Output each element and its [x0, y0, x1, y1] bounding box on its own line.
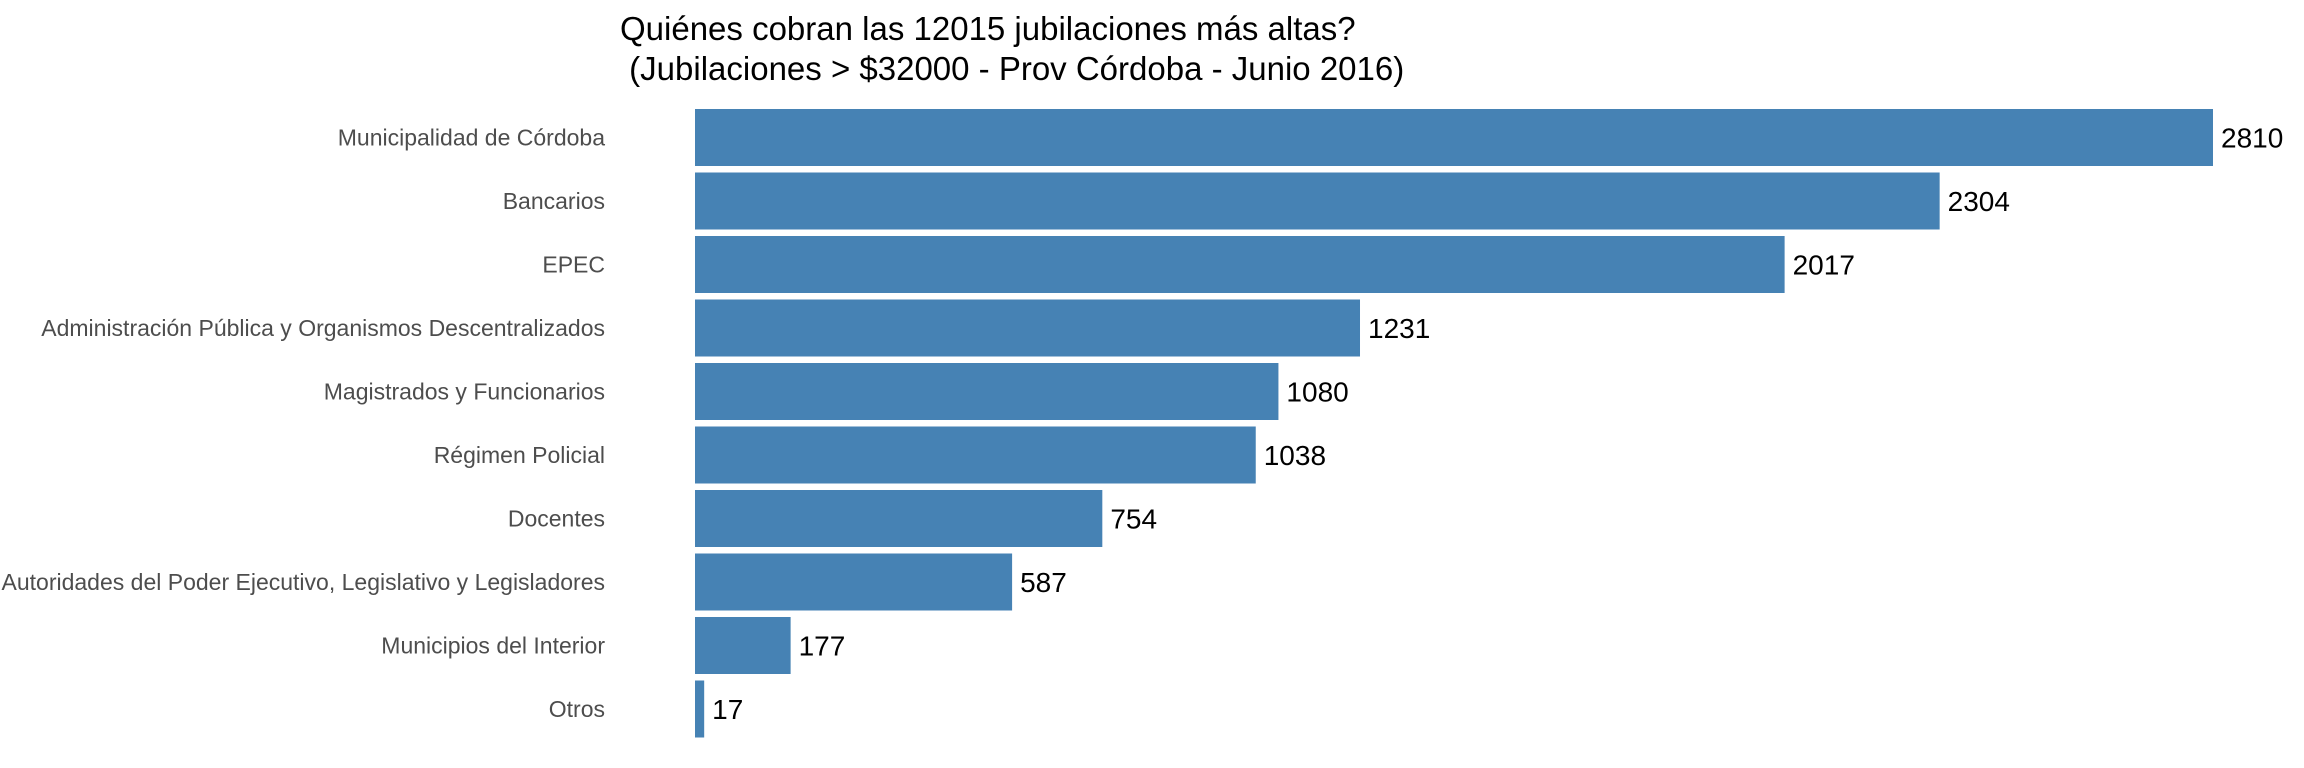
bar — [695, 363, 1279, 420]
category-label: Magistrados y Funcionarios — [324, 379, 605, 405]
bar-value-label: 1231 — [1368, 313, 1430, 344]
category-label: Municipalidad de Córdoba — [338, 125, 605, 151]
bar — [695, 236, 1785, 293]
bar-value-label: 754 — [1110, 504, 1157, 535]
category-label: Otros — [549, 696, 605, 722]
chart-subtitle: (Jubilaciones > $32000 - Prov Córdoba - … — [620, 50, 1404, 87]
category-label: Régimen Policial — [434, 442, 605, 468]
value-labels: 2810 2304 2017 1231 1080 1038 754 587 177 17 — [712, 123, 2283, 726]
bar — [695, 680, 705, 738]
bar-value-label: 17 — [712, 694, 743, 725]
category-labels: Municipalidad de Córdoba Bancarios EPEC Adm… — [2, 125, 606, 723]
bar — [695, 553, 1013, 611]
category-label: Autoridades del Poder Ejecutivo, Legisla… — [2, 569, 605, 595]
bar — [695, 490, 1103, 547]
bars — [695, 109, 2213, 738]
category-label: EPEC — [542, 252, 605, 278]
bar — [695, 299, 1361, 357]
category-label: Docentes — [508, 506, 605, 532]
bar — [695, 426, 1256, 484]
bar-value-label: 177 — [799, 631, 846, 662]
bar-value-label: 2017 — [1793, 250, 1855, 281]
bar-value-label: 1080 — [1286, 377, 1348, 408]
bar — [695, 617, 791, 674]
category-label: Bancarios — [503, 188, 605, 214]
bar — [695, 172, 1940, 230]
bar — [695, 109, 2213, 166]
bar-value-label: 1038 — [1264, 440, 1326, 471]
chart-title: Quiénes cobran las 12015 jubilaciones má… — [620, 10, 1356, 47]
bar-value-label: 587 — [1020, 567, 1067, 598]
category-label: Municipios del Interior — [381, 633, 605, 659]
category-label: Administración Pública y Organismos Desc… — [41, 315, 605, 341]
bar-value-label: 2304 — [1948, 186, 2010, 217]
bar-value-label: 2810 — [2221, 123, 2283, 154]
